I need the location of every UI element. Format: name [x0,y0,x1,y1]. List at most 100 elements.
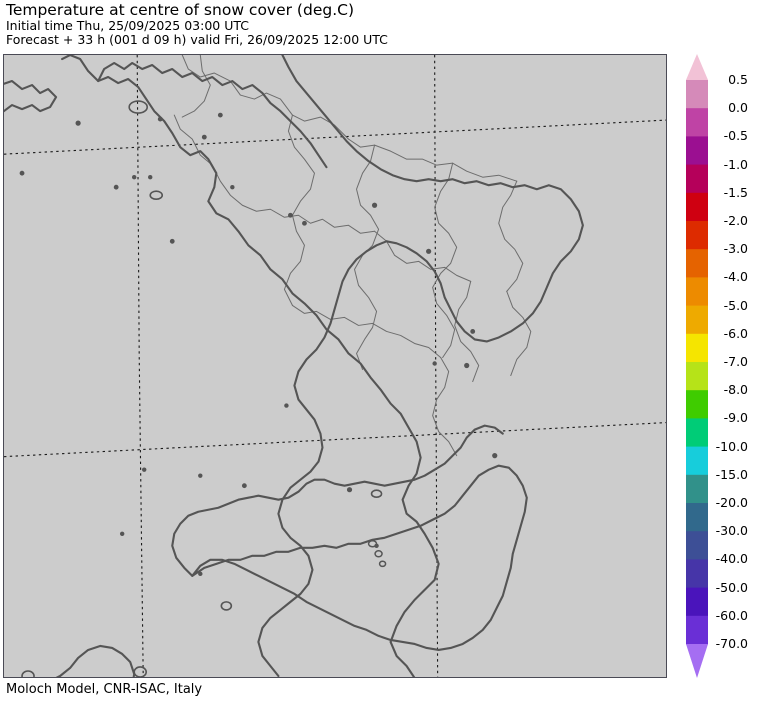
colorbar-tick-label: -20.0 [715,495,748,510]
coastlines [4,55,584,677]
colorbar-under-arrow [686,644,708,678]
islands-and-lakes [21,100,383,677]
colorbar-segment [686,559,708,589]
colorbar-tick-label: -50.0 [715,579,748,595]
colorbar-segment [686,390,708,419]
colorbar-tick-label: -1.0 [723,156,748,172]
colorbar-tick-label: -15.0 [715,466,748,482]
coastline-sardinia-corner [55,644,136,677]
colorbar-tick-label: -2.0 [723,213,748,228]
island-dot [284,403,289,408]
parallel-line [4,422,666,458]
border-segment [291,304,442,358]
island-dot [288,212,293,218]
colorbar-tick-label: -5.0 [723,297,748,313]
coastline-apennine-ridge [97,61,328,169]
colorbar-segment [686,249,708,278]
colorbar-segment [686,503,708,532]
island-dot [230,185,235,190]
island-dot [119,531,125,536]
colorbar-segment [686,221,708,250]
map-background [4,55,666,677]
island-dots [19,112,498,577]
lake-outline [149,190,164,201]
island-outline [220,601,233,611]
colorbar-tick-label: -70.0 [715,636,748,651]
island-dot [426,248,432,254]
island-outline [367,540,378,548]
graticule [4,55,666,677]
colorbar-tick-label: -0.5 [723,128,748,144]
colorbar-segment [686,192,708,222]
border-segment [432,356,458,457]
colorbar-tick-label: -1.5 [723,184,748,200]
island-dot [201,134,207,140]
border-segment [283,114,315,306]
island-dot [346,487,353,493]
colorbar-swatches [686,54,708,678]
colorbar-tick-label: -40.0 [715,551,748,567]
colorbar-segment [686,362,708,391]
coastline-gargano-puglia [281,55,584,343]
colorbar-over-arrow [686,54,708,80]
colorbar-segment [686,587,708,617]
coastline-calabria-ionian [257,240,388,677]
island-outline [370,489,383,499]
island-dot [241,483,247,489]
colorbar-canvas [686,54,708,678]
colorbar-segment [686,277,708,307]
colorbar-segment [686,418,708,448]
island-outline [378,560,387,568]
island-dot [75,120,81,126]
coastline-sicily-north [171,424,504,577]
island-dot [198,473,203,478]
meridian-line [434,55,439,677]
colorbar-segment [686,305,708,335]
island-outline [374,550,383,558]
island-dot [464,362,470,369]
border-segment [432,162,458,358]
coastline-tyrrhenian-west [61,55,440,677]
page-title: Temperature at centre of snow cover (deg… [6,1,354,19]
island-dot [131,174,137,180]
colorbar-segment [686,333,708,363]
island-dot [470,329,476,334]
colorbar-segment [686,615,708,645]
island-dot [302,220,307,226]
island-dot [432,361,437,366]
island-dot [113,184,119,190]
coastline-northwest-islet [4,79,58,113]
colorbar-segment [686,108,708,137]
island-dot [157,116,163,122]
colorbar-tick-label: -4.0 [723,269,748,285]
island-dot [148,174,153,180]
border-segment [374,230,472,282]
island-dot [371,202,378,208]
colorbar-segment [686,164,708,194]
regional-borders [173,55,532,457]
colorbar-tick-label: -10.0 [715,438,748,454]
colorbar-tick-label: 0.0 [728,100,748,116]
colorbar-tick-label: -9.0 [723,410,748,426]
border-segment [498,180,524,292]
border-segment [454,280,480,383]
model-credit: Moloch Model, CNR-ISAC, Italy [6,682,203,697]
map-canvas [4,55,666,677]
initial-time-line: Initial time Thu, 25/09/2025 03:00 UTC [6,18,249,33]
colorbar-tick-label: -6.0 [723,325,748,341]
island-outline [133,666,148,677]
border-segment [181,55,211,118]
map-panel[interactable] [3,54,667,678]
island-dot [492,453,498,459]
colorbar-tick-label: -8.0 [723,382,748,398]
coastline-sicily [191,464,528,652]
colorbar-tick-labels: 0.5 0.0 -0.5 -1.0 -1.5 -2.0 -3.0 -4.0 -5.0 -6.0 -7… [712,54,760,678]
colorbar-tick-label: -60.0 [715,607,748,623]
colorbar-tick-label: -3.0 [723,241,748,257]
colorbar-tick-label: -7.0 [723,354,748,369]
island-dot [142,467,147,472]
island-dot [198,571,203,577]
colorbar-segment [686,474,708,504]
lake-outline [128,100,149,114]
island-dot [19,170,25,176]
